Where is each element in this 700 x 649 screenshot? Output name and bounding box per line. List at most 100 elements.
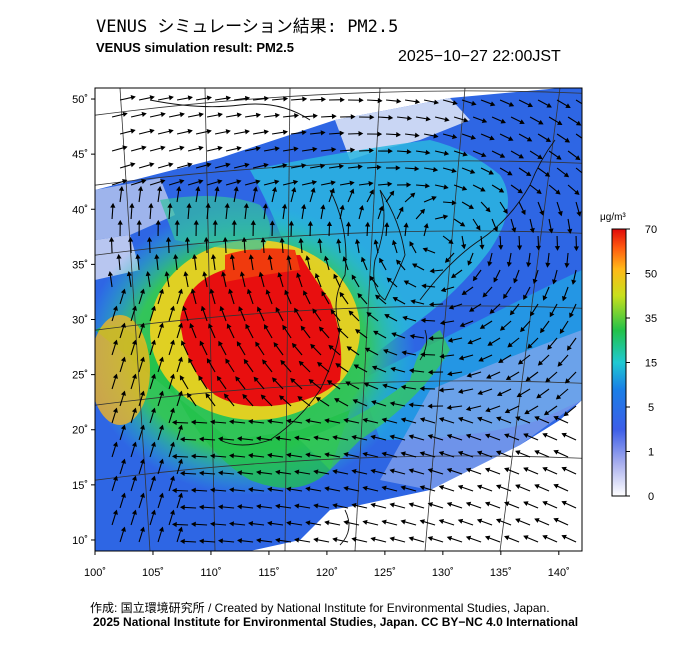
wind-arrow-head	[294, 113, 300, 119]
wind-arrow-head	[349, 180, 355, 186]
wind-arrow-head	[169, 441, 175, 447]
lat-tick-label: 25˚	[72, 370, 88, 382]
wind-arrow-head	[224, 202, 230, 208]
graticule-line	[354, 88, 381, 551]
wind-arrow-head	[263, 324, 269, 330]
wind-arrow-head	[381, 451, 387, 457]
wind-arrow-head	[515, 484, 521, 490]
wind-arrow-head	[384, 222, 390, 228]
wind-arrow-head	[130, 128, 136, 134]
wind-arrow-head	[504, 408, 511, 414]
lon-tick-label: 120˚	[316, 567, 338, 579]
wind-arrow-head	[442, 214, 449, 220]
wind-arrow-head	[504, 467, 510, 473]
wind-arrow-head	[504, 501, 510, 507]
wind-arrow-head	[237, 504, 243, 510]
wind-arrow-head	[256, 306, 262, 312]
very-high-region	[225, 248, 300, 282]
wind-arrow-head	[303, 290, 308, 296]
wind-arrow-head	[331, 113, 337, 119]
wind-arrow-head	[252, 186, 258, 192]
wind-arrow-head	[139, 390, 145, 396]
wind-arrow-head	[179, 179, 185, 185]
wind-arrow-head	[382, 383, 388, 389]
wind-arrow-head	[563, 411, 569, 417]
wind-arrow-head	[481, 118, 488, 124]
wind-arrow-head	[476, 518, 483, 524]
wind-arrow-head	[171, 453, 177, 460]
wind-arrow-head	[267, 520, 273, 526]
wind-arrow-head	[371, 365, 378, 371]
wind-arrow-head	[451, 167, 457, 174]
graticule-line	[119, 88, 151, 551]
wind-arrow-head	[331, 147, 337, 153]
wind-arrow-head	[283, 96, 289, 102]
wind-arrow-head	[362, 485, 368, 491]
wind-arrow-head	[515, 450, 521, 456]
wind-arrow-head	[248, 521, 254, 527]
wind-arrow-head	[411, 263, 418, 269]
wind-arrow-head	[109, 236, 115, 242]
wind-arrow-head	[511, 227, 517, 233]
wind-arrow-head	[206, 129, 212, 135]
wind-arrow-head	[158, 492, 164, 498]
wind-arrow-head	[343, 520, 349, 526]
wind-arrow-head	[305, 255, 311, 261]
wind-arrow-head	[275, 503, 281, 509]
wind-arrow-head	[315, 397, 322, 402]
wind-arrow-head	[221, 271, 227, 277]
wind-arrow-head	[256, 469, 262, 476]
wind-arrow-head	[525, 171, 532, 177]
wind-arrow-head	[217, 145, 223, 151]
wind-arrow-head	[122, 145, 128, 151]
wind-arrow-head	[236, 112, 242, 118]
wind-arrow-head	[228, 487, 235, 493]
wind-arrow-head	[446, 535, 453, 541]
wind-arrow-head	[301, 129, 307, 136]
wind-arrow-head	[553, 449, 559, 455]
wind-arrow-head	[275, 469, 281, 475]
wind-arrow-head	[131, 373, 137, 379]
wind-arrow-head	[171, 419, 177, 426]
wind-arrow-head	[275, 537, 281, 543]
wind-arrow-head	[264, 96, 270, 102]
colorbar-tick-label: 35	[645, 313, 657, 325]
wind-arrow-head	[260, 237, 266, 243]
wind-arrow-head	[225, 358, 231, 364]
wind-arrow-head	[173, 253, 179, 259]
wind-arrow-head	[195, 186, 201, 192]
wind-arrow-head	[255, 179, 261, 185]
wind-arrow-head	[446, 404, 452, 411]
wind-arrow-head	[139, 526, 145, 532]
wind-arrow-head	[313, 469, 319, 475]
wind-arrow-head	[141, 145, 147, 151]
wind-arrow-head	[135, 253, 141, 259]
wind-arrow-head	[237, 538, 243, 544]
lat-tick-label: 20˚	[72, 425, 88, 437]
wind-arrow-head	[377, 98, 383, 104]
wind-arrow-head	[348, 310, 354, 316]
wind-arrow-head	[164, 271, 170, 277]
wind-arrow-head	[217, 504, 223, 510]
wind-arrow-head	[228, 521, 235, 527]
wind-arrow-head	[120, 492, 126, 498]
wind-arrow-head	[236, 145, 242, 152]
wind-arrow-head	[458, 355, 465, 361]
wind-arrow-head	[107, 271, 114, 277]
wind-arrow-head	[555, 394, 562, 400]
wind-arrow-head	[386, 277, 392, 283]
wind-arrow-head	[313, 435, 319, 441]
wind-arrow-head	[429, 268, 435, 274]
wind-arrow-head	[526, 136, 533, 142]
wind-arrow-head	[447, 371, 453, 377]
wind-arrow-head	[495, 518, 502, 524]
wind-arrow-head	[335, 363, 341, 368]
wind-arrow-head	[476, 484, 483, 490]
wind-arrow-head	[177, 458, 183, 464]
wind-arrow-head	[451, 200, 457, 206]
wind-arrow-head	[553, 517, 559, 523]
wind-arrow-head	[523, 294, 528, 301]
wind-arrow-head	[334, 398, 340, 403]
wind-arrow-head	[493, 226, 498, 232]
